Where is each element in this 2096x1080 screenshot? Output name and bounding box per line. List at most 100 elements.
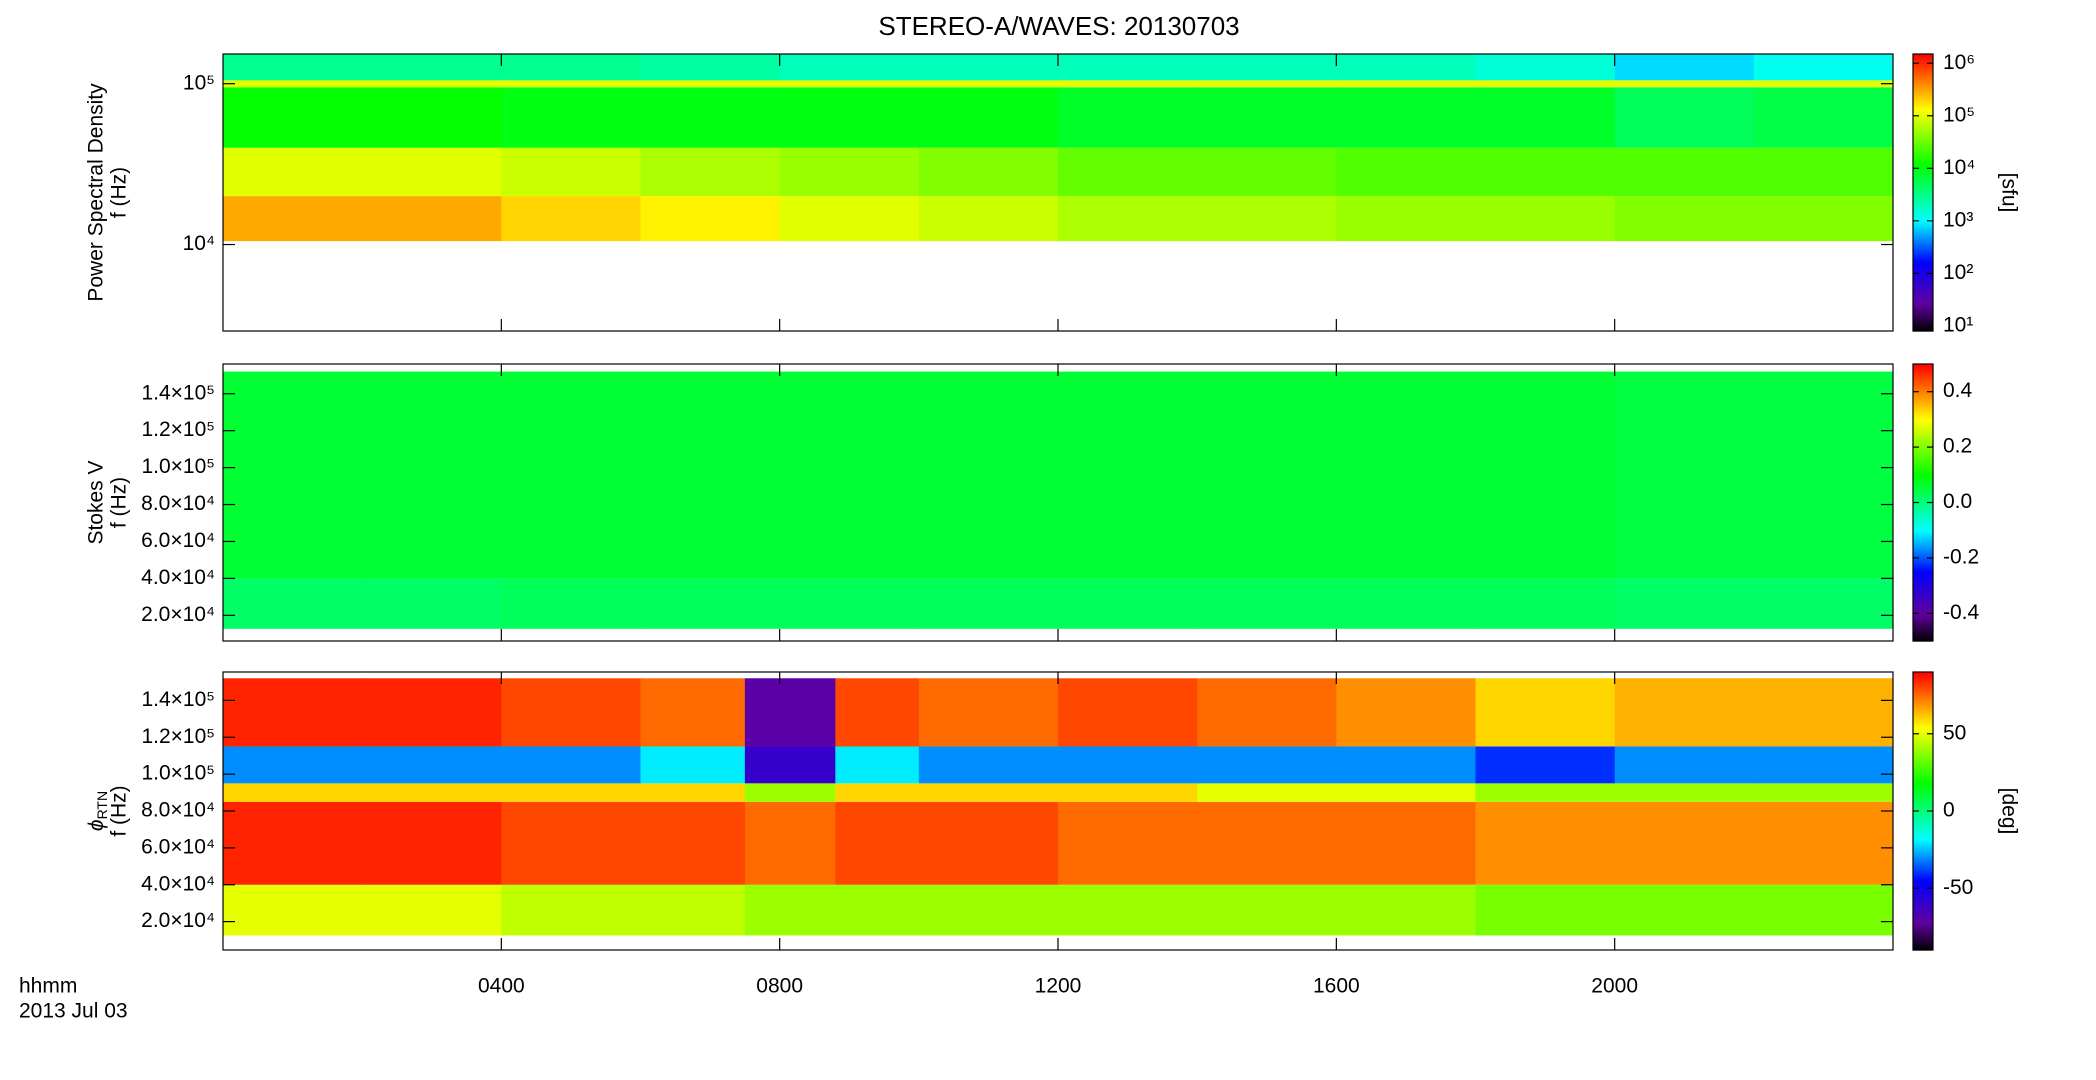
colorbar-swatch <box>1913 590 1933 594</box>
spectrogram-cell <box>223 884 363 936</box>
y-tick-label: 1.0×10⁵ <box>141 455 215 478</box>
colorbar-swatch <box>1913 606 1933 610</box>
colorbar-swatch <box>1913 544 1933 547</box>
colorbar-swatch <box>1913 785 1933 789</box>
colorbar-swatch <box>1913 377 1933 381</box>
colorbar-swatch <box>1913 321 1933 325</box>
colorbar-swatch <box>1913 164 1933 168</box>
colorbar-swatch <box>1913 222 1933 226</box>
colorbar-swatch <box>1913 364 1933 367</box>
spectrogram-cell <box>1753 884 1894 936</box>
colorbar-swatch <box>1913 153 1933 157</box>
colorbar-swatch <box>1913 824 1933 828</box>
colorbar-swatch <box>1913 926 1933 930</box>
colorbar-swatch <box>1913 407 1933 411</box>
y-tick-label: 4.0×10⁴ <box>141 566 215 589</box>
colorbar-swatch <box>1913 864 1933 868</box>
colorbar-swatch <box>1913 384 1933 388</box>
colorbar-swatch <box>1913 857 1933 861</box>
colorbar-swatch <box>1913 84 1933 87</box>
colorbar-swatch <box>1913 123 1933 127</box>
colorbar-swatch <box>1913 813 1933 817</box>
colorbar-swatch <box>1913 523 1933 527</box>
colorbar-swatch <box>1913 539 1933 543</box>
colorbar-swatch <box>1913 224 1933 228</box>
colorbar-swatch <box>1913 792 1933 796</box>
y-tick-label: 1.4×10⁵ <box>141 688 215 711</box>
colorbar-swatch <box>1913 778 1933 782</box>
spectrogram-cell <box>362 783 502 802</box>
colorbar-swatch <box>1913 787 1933 791</box>
colorbar-swatch <box>1913 947 1933 951</box>
colorbar-swatch <box>1913 312 1933 316</box>
spectrogram-cell <box>640 87 781 148</box>
spectrogram-cell <box>223 87 363 148</box>
colorbar-swatch <box>1913 277 1933 281</box>
spectrogram-cell <box>362 578 502 629</box>
colorbar-swatch <box>1913 929 1933 933</box>
colorbar-swatch <box>1913 692 1933 696</box>
y-tick-label: 1.2×10⁵ <box>141 725 215 748</box>
colorbar-swatch <box>1913 213 1933 217</box>
colorbar-swatch <box>1913 217 1933 221</box>
colorbar-swatch <box>1913 190 1933 194</box>
colorbar-swatch <box>1913 817 1933 821</box>
spectrogram-cell <box>779 80 920 88</box>
spectrogram-cell <box>1753 54 1894 81</box>
colorbar-swatch <box>1913 111 1933 115</box>
colorbar-swatch <box>1913 627 1933 631</box>
colorbar-swatch <box>1913 238 1933 242</box>
colorbar-swatch <box>1913 236 1933 240</box>
colorbar-swatch <box>1913 500 1933 504</box>
colorbar-swatch <box>1913 880 1933 884</box>
colorbar-swatch <box>1913 799 1933 803</box>
spectrogram-cell <box>918 80 1059 88</box>
colorbar-swatch <box>1913 919 1933 923</box>
colorbar-swatch <box>1913 917 1933 921</box>
colorbar-swatch <box>1913 527 1933 531</box>
spectrogram-cell <box>501 147 641 197</box>
colorbar-swatch <box>1913 773 1933 777</box>
colorbar-swatch <box>1913 882 1933 886</box>
colorbar-swatch <box>1913 695 1933 699</box>
colorbar-swatch <box>1913 716 1933 719</box>
colorbar-swatch <box>1913 783 1933 787</box>
colorbar-swatch <box>1913 776 1933 780</box>
colorbar-swatch <box>1913 215 1933 219</box>
spectrogram-cell <box>501 196 641 242</box>
colorbar-swatch <box>1913 610 1933 614</box>
spectrogram-cell <box>744 783 836 802</box>
colorbar-swatch <box>1913 550 1933 554</box>
colorbar-swatch <box>1913 564 1933 568</box>
colorbar-swatch <box>1913 449 1933 453</box>
colorbar-swatch <box>1913 594 1933 598</box>
x-axis-label: 2013 Jul 03 <box>19 1000 128 1023</box>
colorbar-swatch <box>1913 495 1933 499</box>
colorbar-swatch <box>1913 414 1933 418</box>
colorbar-swatch <box>1913 282 1933 286</box>
colorbar-swatch <box>1913 943 1933 946</box>
colorbar-swatch <box>1913 440 1933 444</box>
spectrogram-cell <box>362 746 502 784</box>
colorbar-swatch <box>1913 197 1933 201</box>
colorbar-swatch <box>1913 162 1933 166</box>
colorbar-swatch <box>1913 310 1933 314</box>
colorbar-swatch <box>1913 481 1933 485</box>
colorbar-swatch <box>1913 273 1933 277</box>
colorbar-swatch <box>1913 484 1933 487</box>
spectrogram-cell <box>1475 80 1616 88</box>
spectrogram-cell <box>1614 196 1755 242</box>
y-tick-label: 1.0×10⁵ <box>141 762 215 785</box>
colorbar-swatch <box>1913 479 1933 483</box>
colorbar-swatch <box>1913 699 1933 703</box>
y-tick-label: 10⁴ <box>183 232 215 255</box>
spectrogram-cell <box>1058 196 1198 242</box>
spectrogram-cell <box>918 54 1059 81</box>
colorbar-swatch <box>1913 711 1933 715</box>
spectrogram-cell <box>1058 783 1198 802</box>
colorbar-swatch <box>1913 268 1933 272</box>
colorbar-swatch <box>1913 174 1933 177</box>
colorbar-frame <box>1912 53 1934 332</box>
colorbar-swatch <box>1913 518 1933 522</box>
colorbar-swatch <box>1913 905 1933 909</box>
